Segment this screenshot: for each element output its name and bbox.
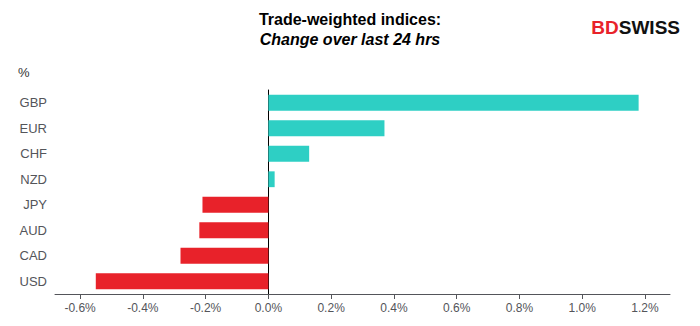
svg-text:CAD: CAD — [20, 248, 47, 263]
svg-text:0.8%: 0.8% — [506, 301, 534, 315]
svg-text:Trade-weighted indices:: Trade-weighted indices: — [259, 11, 441, 28]
svg-text:Change over last 24 hrs: Change over last 24 hrs — [260, 31, 441, 48]
svg-text:NZD: NZD — [20, 172, 47, 187]
svg-text:1.0%: 1.0% — [568, 301, 596, 315]
svg-text:0.0%: 0.0% — [255, 301, 283, 315]
svg-text:-0.2%: -0.2% — [190, 301, 222, 315]
svg-text:0.6%: 0.6% — [443, 301, 471, 315]
svg-text:%: % — [18, 65, 30, 80]
svg-text:SWISS: SWISS — [619, 17, 680, 38]
svg-text:JPY: JPY — [23, 197, 47, 212]
svg-text:CHF: CHF — [20, 146, 47, 161]
svg-text:AUD: AUD — [20, 223, 47, 238]
svg-text:GBP: GBP — [20, 95, 47, 110]
svg-text:USD: USD — [20, 274, 47, 289]
svg-text:0.4%: 0.4% — [380, 301, 408, 315]
svg-text:-0.6%: -0.6% — [64, 301, 96, 315]
svg-text:EUR: EUR — [20, 121, 47, 136]
svg-text:BD: BD — [591, 17, 618, 38]
svg-text:1.2%: 1.2% — [631, 301, 659, 315]
svg-text:0.2%: 0.2% — [317, 301, 345, 315]
svg-text:-0.4%: -0.4% — [127, 301, 159, 315]
